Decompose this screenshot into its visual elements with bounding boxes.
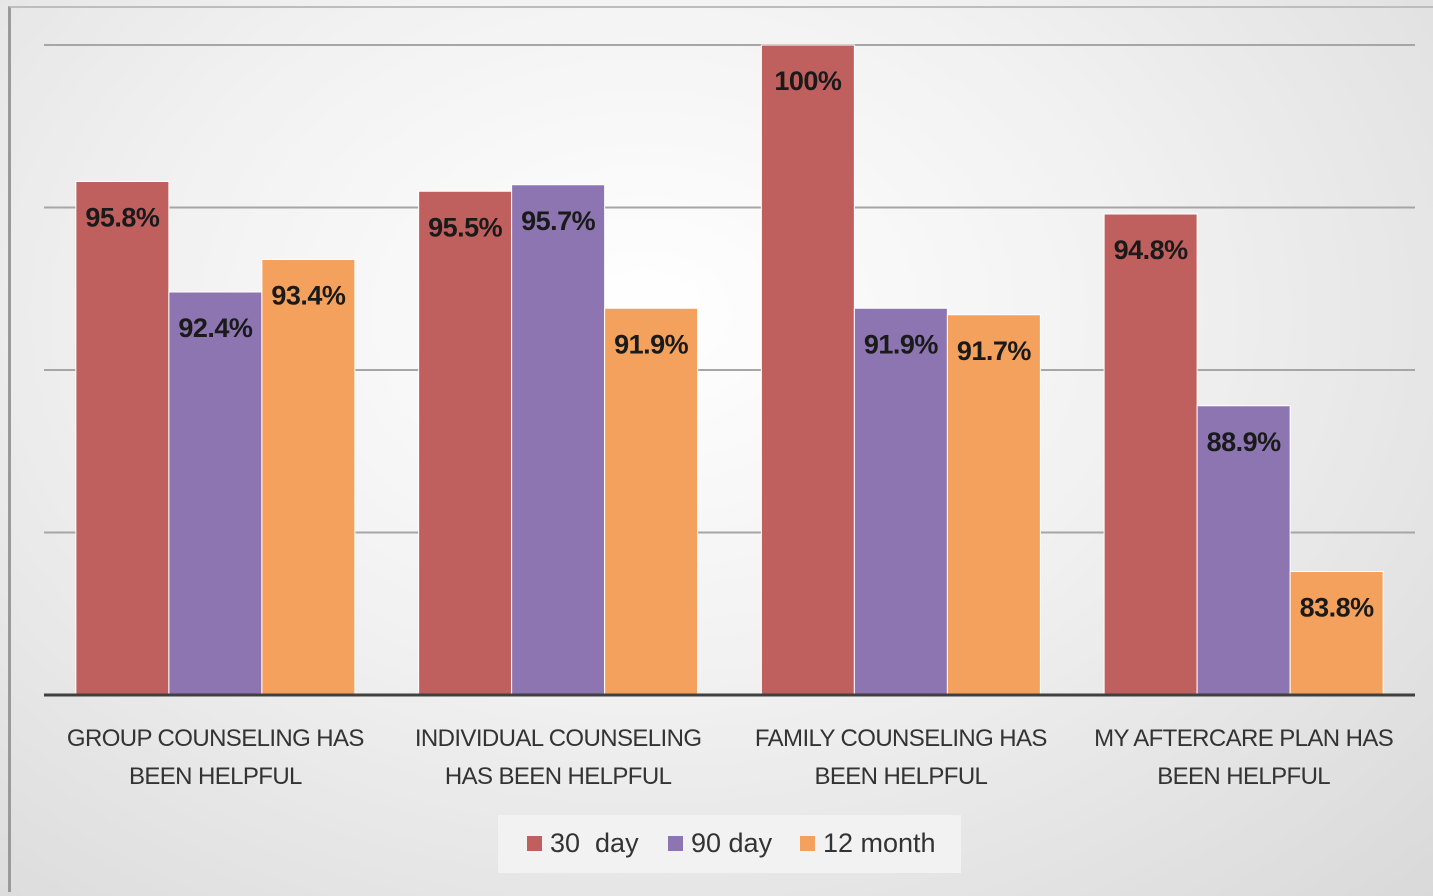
legend-box bbox=[498, 815, 961, 873]
legend-swatch bbox=[668, 836, 683, 851]
bar bbox=[168, 291, 263, 696]
bar bbox=[261, 259, 356, 696]
bar bbox=[853, 307, 948, 696]
data-label: 100% bbox=[774, 66, 842, 96]
legend-label: 30 day bbox=[550, 828, 639, 858]
legend-swatch bbox=[800, 836, 815, 851]
x-tick-label: INDIVIDUAL COUNSELING HAS BEEN HELPFUL bbox=[414, 725, 702, 790]
data-label: 91.9% bbox=[614, 329, 689, 359]
data-label: 95.7% bbox=[521, 206, 596, 236]
data-label: 92.4% bbox=[178, 313, 253, 343]
bar bbox=[604, 307, 699, 696]
data-label: 95.5% bbox=[428, 212, 503, 242]
bar bbox=[75, 181, 170, 696]
legend-swatch bbox=[527, 836, 542, 851]
legend-label: 90 day bbox=[691, 828, 773, 858]
bar bbox=[760, 44, 855, 696]
bar bbox=[1103, 213, 1198, 696]
bar bbox=[1289, 571, 1384, 696]
x-tick-label: GROUP COUNSELING HAS BEEN HELPFUL bbox=[66, 725, 365, 790]
data-label: 88.9% bbox=[1207, 427, 1282, 457]
x-tick-label: MY AFTERCARE PLAN HAS BEEN HELPFUL bbox=[1094, 725, 1394, 790]
data-label: 91.9% bbox=[864, 329, 939, 359]
frame bbox=[8, 6, 1433, 892]
x-tick-label: FAMILY COUNSELING HAS BEEN HELPFUL bbox=[754, 725, 1048, 790]
legend-label: 12 month bbox=[823, 828, 936, 858]
data-label: 93.4% bbox=[271, 281, 346, 311]
data-label: 83.8% bbox=[1300, 593, 1375, 623]
data-label: 91.7% bbox=[957, 336, 1032, 366]
bar bbox=[511, 184, 606, 696]
bar bbox=[1196, 405, 1291, 696]
data-label: 94.8% bbox=[1114, 235, 1189, 265]
bar bbox=[946, 314, 1041, 696]
data-label: 95.8% bbox=[85, 203, 160, 233]
bar bbox=[418, 190, 513, 696]
